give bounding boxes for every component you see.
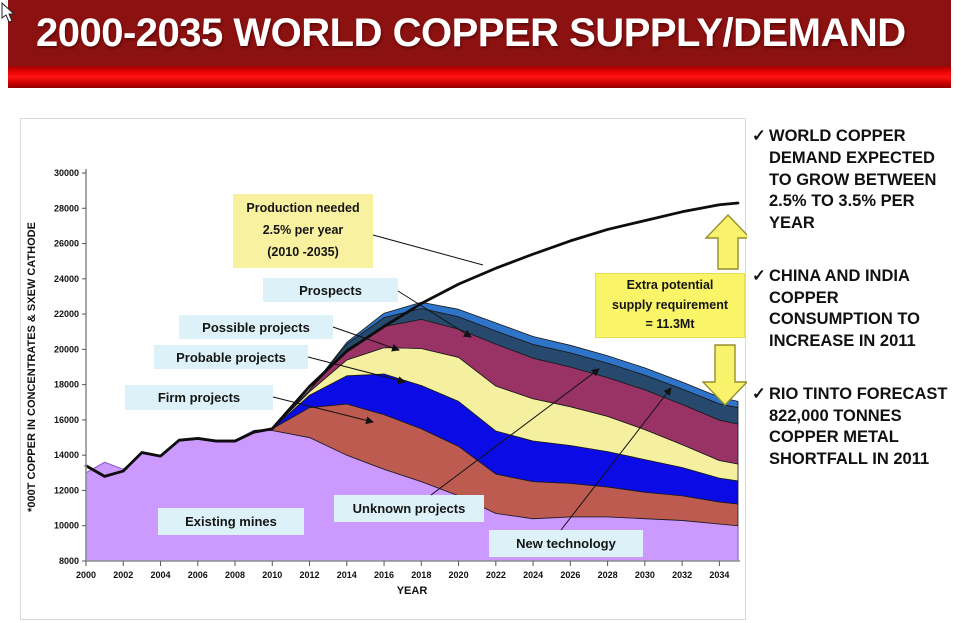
- svg-text:2024: 2024: [523, 570, 543, 580]
- svg-text:2010: 2010: [262, 570, 282, 580]
- svg-text:2004: 2004: [150, 570, 170, 580]
- label-unknown-projects: Unknown projects: [334, 495, 484, 522]
- checkmark-icon: ✓: [752, 266, 766, 285]
- production-needed-note: Production needed 2.5% per year (2010 -2…: [233, 194, 373, 268]
- svg-text:28000: 28000: [54, 203, 79, 213]
- checkmark-icon: ✓: [752, 384, 766, 403]
- svg-text:16000: 16000: [54, 415, 79, 425]
- header-banner-stripe: [8, 66, 951, 88]
- checkmark-icon: ✓: [752, 127, 766, 145]
- svg-text:2000: 2000: [76, 570, 96, 580]
- label-possible-projects: Possible projects: [179, 315, 333, 339]
- svg-text:22000: 22000: [54, 309, 79, 319]
- svg-text:8000: 8000: [59, 556, 79, 566]
- svg-text:2018: 2018: [411, 570, 431, 580]
- svg-text:2026: 2026: [560, 570, 580, 580]
- svg-text:2034: 2034: [709, 570, 729, 580]
- bullet-china-india: ✓ CHINA AND INDIA COPPER CONSUMPTION TO …: [752, 266, 920, 351]
- svg-text:2028: 2028: [598, 570, 618, 580]
- svg-text:2014: 2014: [337, 570, 357, 580]
- header-banner: 2000-2035 WORLD COPPER SUPPLY/DEMAND: [8, 0, 951, 88]
- label-firm-projects: Firm projects: [125, 385, 273, 410]
- label-new-technology: New technology: [489, 530, 643, 557]
- svg-text:2032: 2032: [672, 570, 692, 580]
- svg-text:18000: 18000: [54, 380, 79, 390]
- chart-frame: 8000 10000 12000 14000 16000 18000 20000 22000 2…: [20, 118, 747, 620]
- bullet-rio-tinto: ✓ RIO TINTO FORECAST 822,000 TONNES COPP…: [752, 384, 948, 469]
- label-prospects: Prospects: [263, 278, 398, 302]
- svg-text:2012: 2012: [300, 570, 320, 580]
- label-probable-projects: Probable projects: [154, 345, 308, 369]
- svg-text:10000: 10000: [54, 521, 79, 531]
- svg-text:2016: 2016: [374, 570, 394, 580]
- svg-text:30000: 30000: [54, 168, 79, 178]
- svg-text:2002: 2002: [113, 570, 133, 580]
- label-existing-mines: Existing mines: [158, 508, 304, 535]
- svg-text:2008: 2008: [225, 570, 245, 580]
- key-points-sidebar: ✓ WORLD COPPER DEMAND EXPECTED TO GROW B…: [752, 126, 957, 471]
- svg-text:2020: 2020: [449, 570, 469, 580]
- svg-text:12000: 12000: [54, 485, 79, 495]
- svg-text:2006: 2006: [188, 570, 208, 580]
- mouse-cursor-icon: [1, 2, 16, 23]
- bullet-demand-growth: ✓ WORLD COPPER DEMAND EXPECTED TO GROW B…: [752, 127, 937, 233]
- svg-text:*000T COPPER IN CONCENTRATES &: *000T COPPER IN CONCENTRATES & SXEW CATH…: [26, 222, 38, 512]
- svg-text:2030: 2030: [635, 570, 655, 580]
- page-title: 2000-2035 WORLD COPPER SUPPLY/DEMAND: [36, 10, 906, 55]
- svg-text:24000: 24000: [54, 274, 79, 284]
- svg-text:2022: 2022: [486, 570, 506, 580]
- svg-text:26000: 26000: [54, 239, 79, 249]
- svg-text:20000: 20000: [54, 344, 79, 354]
- extra-supply-note: Extra potential supply requirement = 11.…: [595, 273, 745, 338]
- svg-text:14000: 14000: [54, 450, 79, 460]
- header-banner-main: 2000-2035 WORLD COPPER SUPPLY/DEMAND: [8, 0, 951, 66]
- svg-text:YEAR: YEAR: [397, 585, 428, 597]
